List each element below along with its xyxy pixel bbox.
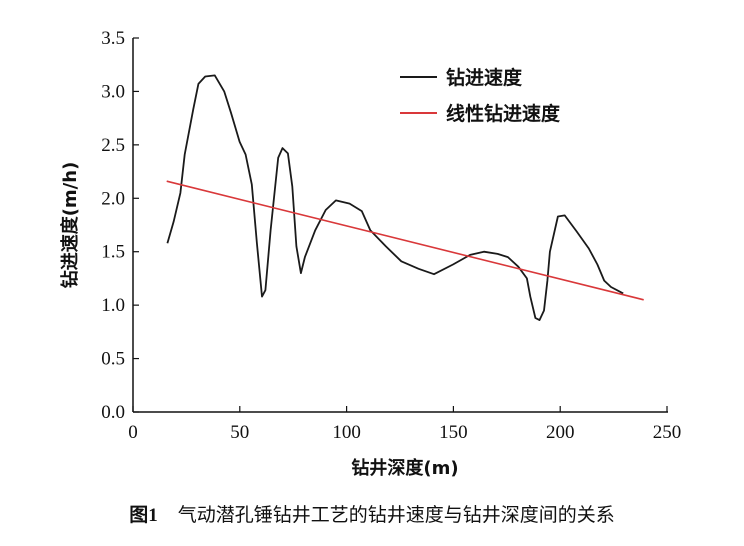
x-tick-label: 100	[332, 422, 361, 443]
axes: 0 50 100 150 200 250 0.0 0.5 1.0 1.5 2.0 2.5 3.0 3.5	[101, 28, 681, 443]
legend-label-linear-speed: 线性钻进速度	[446, 102, 561, 125]
y-axis-label: 钻进速度(m/h)	[59, 162, 81, 289]
y-tick-label: 3.0	[101, 81, 125, 102]
x-tick-label: 250	[653, 422, 682, 443]
y-tick-label: 2.5	[101, 135, 125, 156]
figure-number: 图1	[129, 505, 158, 526]
figure-caption: 图1 气动潜孔锤钻井工艺的钻井速度与钻井深度间的关系	[0, 500, 744, 527]
y-tick-label: 0.5	[101, 349, 125, 370]
caption-text: 气动潜孔锤钻井工艺的钻井速度与钻井深度间的关系	[177, 504, 615, 526]
y-tick-label: 0.0	[101, 402, 125, 423]
x-tick-label: 150	[439, 422, 468, 443]
y-tick-label: 1.5	[101, 242, 125, 263]
x-tick-label: 0	[128, 422, 138, 443]
y-tick-label: 2.0	[101, 188, 125, 209]
series-group	[166, 74, 644, 322]
y-tick-label: 3.5	[101, 28, 125, 49]
line-chart: 0 50 100 150 200 2500.00.51.01.52.02.53.03.5 …	[59, 28, 681, 479]
x-tick-label: 200	[546, 422, 575, 443]
x-axis-label: 钻井深度(m)	[351, 457, 458, 479]
linear-speed-line	[166, 180, 644, 301]
drilling-speed-line	[166, 74, 624, 322]
y-tick-label: 1.0	[101, 295, 125, 316]
x-tick-label: 50	[230, 422, 249, 443]
legend-label-drilling-speed: 钻进速度	[446, 66, 523, 89]
